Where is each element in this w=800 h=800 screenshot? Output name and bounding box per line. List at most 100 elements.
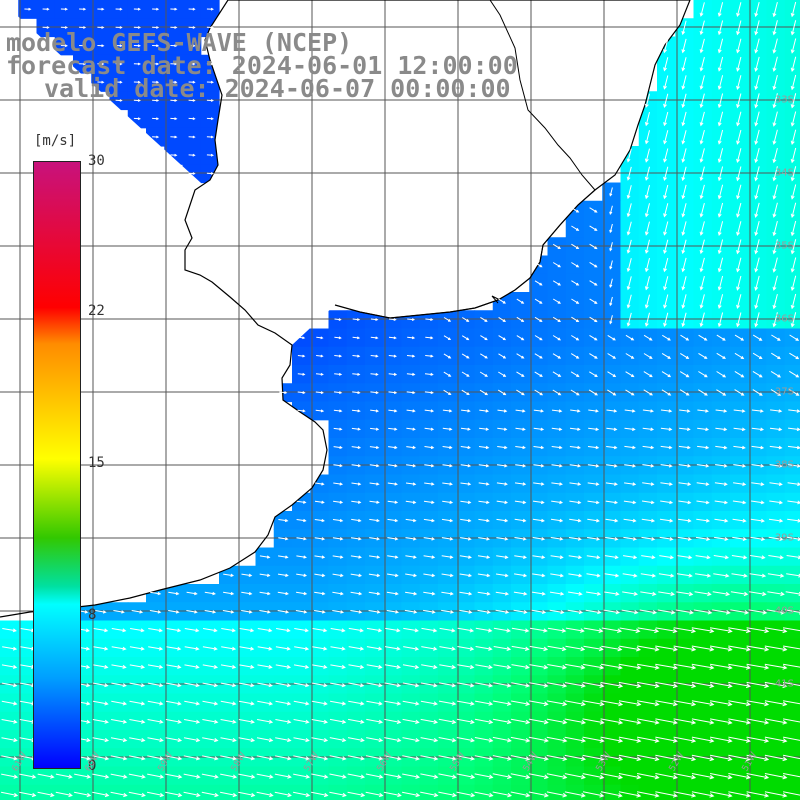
wind-arrow bbox=[734, 389, 745, 396]
wind-arrow bbox=[552, 243, 561, 250]
wind-arrow bbox=[717, 75, 724, 91]
wind-arrow bbox=[736, 111, 742, 127]
wind-arrow bbox=[475, 646, 493, 651]
wind-arrow bbox=[152, 135, 160, 139]
wind-arrow bbox=[663, 57, 669, 72]
wind-arrow bbox=[752, 352, 763, 360]
wind-arrow bbox=[201, 773, 219, 779]
wind-arrow bbox=[764, 773, 788, 780]
wind-arrow bbox=[130, 628, 145, 633]
wind-arrow bbox=[424, 482, 435, 486]
wind-arrow bbox=[697, 445, 710, 450]
wind-arrow bbox=[697, 427, 710, 432]
wind-arrow bbox=[626, 148, 632, 163]
wind-arrow bbox=[728, 773, 751, 780]
wind-arrow bbox=[712, 591, 731, 597]
wind-arrow bbox=[675, 609, 694, 615]
wind-arrow bbox=[754, 166, 760, 182]
wind-arrow bbox=[551, 445, 563, 450]
wind-arrow bbox=[334, 354, 343, 358]
wind-arrow bbox=[551, 482, 563, 486]
wind-arrow bbox=[352, 391, 361, 395]
wind-arrow bbox=[750, 536, 766, 541]
wind-arrow bbox=[787, 518, 800, 523]
wind-arrow bbox=[366, 627, 383, 633]
wind-speed-cell bbox=[784, 18, 800, 38]
wind-arrow bbox=[600, 754, 624, 762]
wind-arrow bbox=[655, 681, 678, 689]
wind-arrow bbox=[691, 791, 715, 798]
wind-arrow bbox=[752, 370, 763, 378]
wind-speed-cell bbox=[784, 419, 800, 439]
wind-arrow bbox=[402, 664, 420, 670]
wind-arrow bbox=[2, 646, 18, 651]
wind-arrow bbox=[641, 500, 655, 505]
wind-arrow bbox=[204, 591, 216, 596]
wind-arrow bbox=[694, 591, 712, 597]
wind-arrow bbox=[184, 719, 201, 724]
wind-arrow bbox=[673, 645, 697, 652]
lat-label: 41S bbox=[774, 678, 794, 690]
wind-arrow bbox=[733, 427, 746, 432]
wind-arrow bbox=[681, 148, 687, 163]
wind-arrow bbox=[589, 298, 598, 304]
lat-label: 39S bbox=[774, 532, 794, 544]
wind-arrow bbox=[567, 609, 584, 615]
wind-arrow bbox=[655, 645, 678, 652]
wind-arrow bbox=[609, 205, 613, 215]
wind-arrow bbox=[438, 737, 457, 743]
wind-arrow bbox=[534, 335, 543, 341]
wind-arrow bbox=[771, 334, 781, 341]
wind-arrow bbox=[19, 773, 37, 779]
wind-arrow bbox=[754, 74, 760, 91]
wind-arrow bbox=[424, 427, 435, 431]
wind-arrow bbox=[754, 56, 760, 72]
wind-arrow bbox=[551, 427, 563, 431]
wind-arrow bbox=[111, 700, 128, 706]
wind-arrow bbox=[425, 354, 434, 358]
wind-arrow bbox=[79, 7, 87, 11]
wind-arrow bbox=[564, 682, 586, 688]
wind-arrow bbox=[129, 700, 146, 706]
wind-arrow bbox=[710, 754, 733, 762]
wind-arrow bbox=[565, 663, 586, 670]
wind-arrow bbox=[442, 464, 453, 468]
wind-arrow bbox=[460, 482, 472, 486]
wind-arrow bbox=[734, 370, 745, 378]
wind-arrow bbox=[111, 664, 127, 669]
wind-arrow bbox=[644, 203, 650, 218]
wind-arrow bbox=[239, 664, 255, 669]
wind-arrow bbox=[496, 500, 509, 505]
wind-arrow bbox=[202, 646, 218, 651]
wind-arrow bbox=[552, 353, 562, 359]
wind-arrow bbox=[93, 682, 109, 688]
wind-arrow bbox=[564, 791, 586, 798]
wind-arrow bbox=[259, 591, 271, 596]
wind-arrow bbox=[493, 664, 512, 670]
wind-arrow bbox=[259, 610, 271, 614]
wind-arrow bbox=[386, 591, 399, 596]
wind-arrow bbox=[238, 737, 256, 743]
wind-arrow bbox=[329, 755, 347, 761]
wind-arrow bbox=[165, 719, 182, 724]
wind-arrow bbox=[110, 773, 128, 779]
wind-arrow bbox=[460, 445, 471, 450]
wind-arrow bbox=[582, 718, 605, 725]
wind-arrow bbox=[293, 700, 310, 706]
wind-arrow bbox=[736, 294, 742, 310]
wind-arrow bbox=[790, 74, 797, 91]
wind-arrow bbox=[170, 135, 178, 139]
wind-arrow bbox=[297, 391, 306, 395]
wind-arrow bbox=[370, 409, 380, 413]
wind-arrow bbox=[220, 682, 237, 688]
wind-arrow bbox=[736, 221, 742, 237]
wind-arrow bbox=[637, 773, 660, 780]
wind-arrow bbox=[550, 555, 564, 560]
wind-arrow bbox=[438, 773, 457, 779]
wind-arrow bbox=[330, 646, 346, 651]
wind-arrow bbox=[626, 258, 632, 273]
wind-arrow bbox=[296, 573, 307, 577]
wind-arrow bbox=[93, 628, 109, 633]
wind-arrow bbox=[314, 518, 325, 523]
